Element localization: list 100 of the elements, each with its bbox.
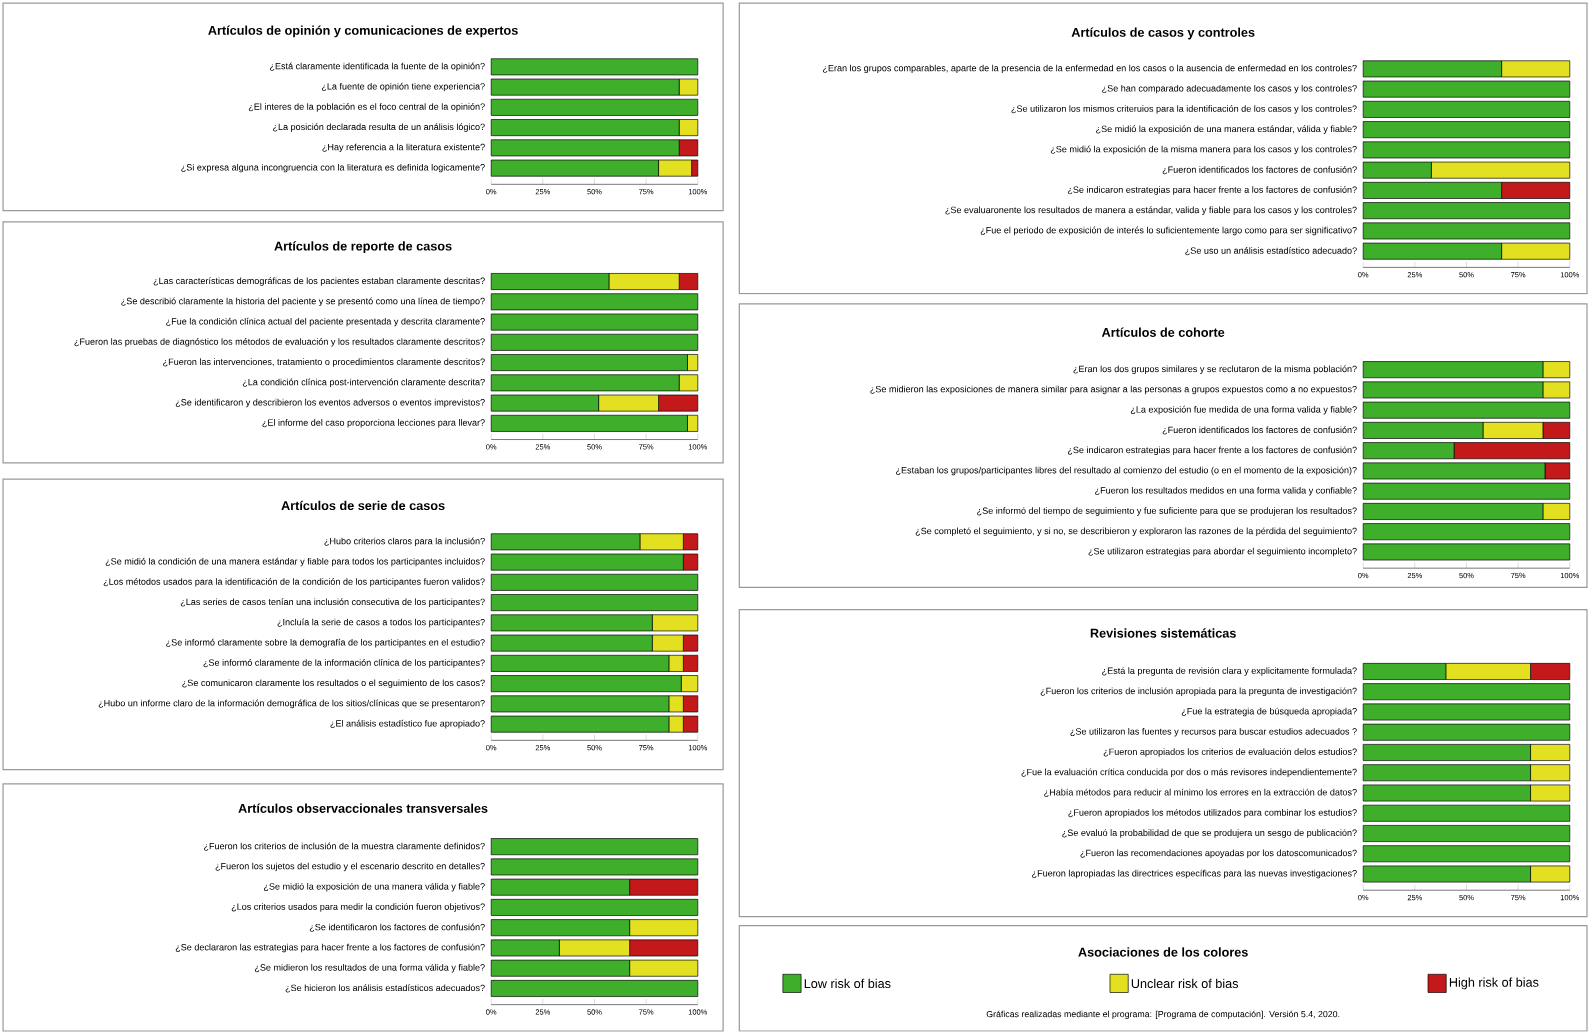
bar (1362, 703, 1571, 721)
bar (1362, 80, 1571, 98)
y-tick-label: ¿Fueron identificados los factores de confusión? (1162, 426, 1357, 435)
y-tick-label: ¿Se midió la exposición de la misma manera para los casos y los controles? (1050, 145, 1357, 155)
y-tick-label: ¿Fueron los resultados medidos en una forma valida y confiable? (1095, 486, 1357, 496)
y-tick-label: ¿Había métodos para reducir al mínimo los errores en la extracción de datos? (1044, 788, 1357, 798)
bar (490, 594, 699, 612)
bar (490, 898, 699, 916)
y-tick-label: ¿La fuente de opinión tiene experiencia? (321, 82, 485, 92)
text: Gráficas realizadas mediante el programa: [Programa de computación]. Versión 5.4, 2020. (986, 1010, 1340, 1019)
bar (490, 313, 699, 331)
y-tick-label: ¿Se describió claramente la historia del paciente y se presentó como una línea de tiempo? (121, 297, 485, 307)
y-tick-label: ¿El interes de la población es el foco central de la opinión? (248, 103, 485, 112)
y-tick-label: ¿Hubo un informe claro de la información demográfica de los sitios/clínicas que se presentaron? (98, 699, 485, 709)
y-tick-label: ¿Fue la estrategia de búsqueda apropiada? (1181, 707, 1357, 717)
y-tick-label: ¿Se han comparado adecuadamente los casos y los controles? (1102, 84, 1357, 94)
y-tick-label: ¿Se midieron los resultados de una forma válida y fiable? (254, 963, 485, 973)
bar (1362, 141, 1571, 159)
y-tick-label: ¿Se evaluaronente los resultados de manera a estándar, valida y fiable para los casos y los controles? (945, 206, 1357, 215)
y-tick-label: ¿Las series de casos tenían una inclusión consecutiva de los participantes? (180, 598, 485, 607)
y-tick-label: ¿Eran los dos grupos similares y se reclutaron de la misma población? (1073, 365, 1357, 374)
y-tick-label: ¿La condición clínica post-intervención claramente descrita? (242, 378, 485, 388)
text: Asociaciones de los colores (1078, 947, 1248, 957)
bar (490, 58, 699, 76)
bar (1362, 825, 1571, 842)
y-tick-label: ¿Se comunicaron claramente los resultados o el seguimiento de los casos? (182, 679, 485, 688)
y-tick-label: ¿Estaban los grupos/participantes libres del resultado al comienzo del estudio (o en el momento de la exposición)? (896, 466, 1357, 476)
y-tick-label: ¿Se informó claramente de la información clínica de los participantes? (203, 659, 485, 668)
y-tick-label: ¿Si expresa alguna incongruencia con la literatura es definida logicamente? (181, 163, 485, 173)
y-tick-label: ¿Incluía la serie de casos a todos los participantes? (277, 618, 485, 628)
bar (1362, 523, 1571, 541)
bar (1362, 723, 1571, 741)
y-tick-label: ¿Se utilizaron los mismos criteruios para la identificación de los casos y los controles? (1011, 105, 1357, 114)
bar (1362, 845, 1571, 863)
y-tick-label: ¿Se utilizaron las fuentes y recursos para buscar estudios adecuados ? (1070, 728, 1357, 737)
y-tick-label: ¿Fue la condición clínica actual del paciente presentada y descrita claramente? (166, 317, 485, 327)
y-tick-label: ¿Fue el periodo de exposición de interés lo suficientemente largo como para ser significativo? (980, 226, 1357, 236)
bar (1362, 401, 1571, 419)
y-tick-label: ¿Se completó el seguimiento, y si no, se describieron y exploraron las razones de la pérdida del seguimiento? (915, 527, 1357, 536)
text: Artículos observaccionales transversales (238, 803, 488, 813)
y-tick-label: ¿Se uso un análisis estadístico adecuado? (1185, 247, 1357, 256)
bar (1362, 222, 1571, 240)
category-label: High risk of bias (1449, 977, 1539, 990)
category-label: Low risk of bias (804, 978, 891, 989)
y-tick-label: ¿Hubo criterios claros para la inclusión? (324, 537, 485, 547)
y-tick-label: ¿Fueron los sujetos del estudio y el escenario descrito en detalles? (215, 862, 485, 872)
y-tick-label: ¿Se midió la exposición de una manera estándar, válida y fiable? (1096, 125, 1357, 134)
bar (1362, 804, 1571, 822)
y-tick-label: ¿Se midió la exposición de una manera válida y fiable? (263, 882, 485, 892)
y-tick-label: ¿Se declararon las estrategias para hacer frente a los factores de confusión? (175, 943, 485, 953)
bar (490, 98, 699, 116)
y-tick-label: ¿Está la pregunta de revisión clara y explicitamente formulada? (1102, 667, 1357, 676)
bar (490, 858, 699, 876)
bar (1362, 121, 1571, 139)
y-tick-label: ¿Hay referencia a la literatura existente? (322, 143, 485, 153)
y-tick-label: ¿La posición declarada resulta de un análisis lógico? (273, 123, 485, 132)
y-tick-label: ¿Fueron las pruebas de diagnóstico los métodos de evaluación y los resultados claramente descritos? (74, 338, 485, 347)
y-tick-label: ¿Está claramente identificada la fuente de la opinión? (270, 62, 485, 72)
text: Artículos de cohorte (1101, 327, 1225, 337)
text: Artículos de serie de casos (281, 500, 445, 511)
y-tick-label: ¿Se midieron las exposiciones de manera similar para asignar a las personas a grupos expuestos como a no expuestos? (870, 385, 1357, 395)
y-tick-label: ¿Se evaluó la probabilidad de que se produjera un sesgo de publicación? (1062, 829, 1357, 838)
y-tick-label: ¿La exposición fue medida de una forma valida y fiable? (1130, 405, 1357, 415)
text: Artículos de reporte de casos (274, 241, 452, 254)
y-tick-label: ¿Los criterios usados para medir la condición fueron objetivos? (231, 903, 485, 912)
y-tick-label: ¿Fueron apropiados los métodos utilizados para combinar los estudios? (1068, 808, 1357, 818)
bar (490, 573, 699, 591)
y-tick-label: ¿Fueron identificados los factores de confusión? (1162, 166, 1357, 175)
bar (490, 333, 699, 351)
y-tick-label: ¿Eran los grupos comparables, aparte de la presencia de la enfermedad en los casos o la ausencia de enfermedad en los controles? (822, 64, 1357, 74)
y-tick-label: ¿Se informó del tiempo de seguimiento y fue suficiente para que se produjeran los resultados? (977, 507, 1357, 516)
y-tick-label: ¿Fueron las recomendaciones apoyadas por los datoscomunicados? (1080, 849, 1357, 858)
bar (1362, 543, 1571, 561)
text: Artículos de opinión y comunicaciones de expertos (208, 25, 518, 38)
y-tick-label: ¿El análisis estadístico fue apropiado? (330, 719, 485, 729)
bar (490, 293, 699, 311)
y-tick-label: ¿Se indicaron estrategias para hacer frente a los factores de confusión? (1067, 186, 1357, 195)
y-tick-label: ¿Se indicaron estrategias para hacer frente a los factores de confusión? (1067, 446, 1357, 455)
bar (1362, 683, 1571, 701)
y-tick-label: ¿Los métodos usados para la identificación de la condición de los participantes fueron validos? (103, 578, 485, 587)
y-tick-label: ¿Fueron los criterios de inclusión de la muestra claramente definidos? (204, 842, 485, 851)
y-tick-label: ¿Fueron apropiados los criterios de evaluación delos estudios? (1103, 748, 1357, 757)
category-label: Unclear risk of bias (1131, 978, 1239, 989)
bar (1362, 482, 1571, 500)
y-tick-label: ¿Fue la evaluación crítica conducida por dos o más revisores independientemente? (1021, 768, 1357, 778)
y-tick-label: ¿Fueron las intervenciones, tratamiento o procedimientos claramente descritos? (163, 358, 485, 367)
y-tick-label: ¿Se informó claramente sobre la demografía de los participantes en el estudio? (166, 638, 485, 648)
y-tick-label: ¿Las características demográficas de los pacientes estaban claramente descritas? (153, 277, 485, 286)
y-tick-label: ¿Se midió la condición de una manera estándar y fiable para todos los participantes incluidos? (105, 557, 485, 567)
bar (1362, 202, 1571, 220)
y-tick-label: ¿Se identificaron y describieron los eventos adversos o eventos imprevistos? (175, 398, 485, 408)
bar (490, 838, 699, 856)
y-tick-label: ¿Se hicieron los análisis estadísticos adecuados? (285, 984, 485, 993)
y-tick-label: ¿Se identificaron los factores de confusión? (309, 923, 485, 932)
y-tick-label: ¿Fueron los criterios de inclusión apropiada para la pregunta de investigación? (1040, 687, 1357, 696)
text: Artículos de casos y controles (1071, 27, 1255, 40)
y-tick-label: ¿Se utilizaron estrategias para abordar el seguimiento incompleto? (1088, 547, 1357, 557)
text: Revisiones sistemáticas (1090, 628, 1236, 638)
bar (1362, 100, 1571, 118)
y-tick-label: ¿Fueron lapropiadas las directrices específicas para las nuevas investigaciones? (1032, 869, 1357, 879)
